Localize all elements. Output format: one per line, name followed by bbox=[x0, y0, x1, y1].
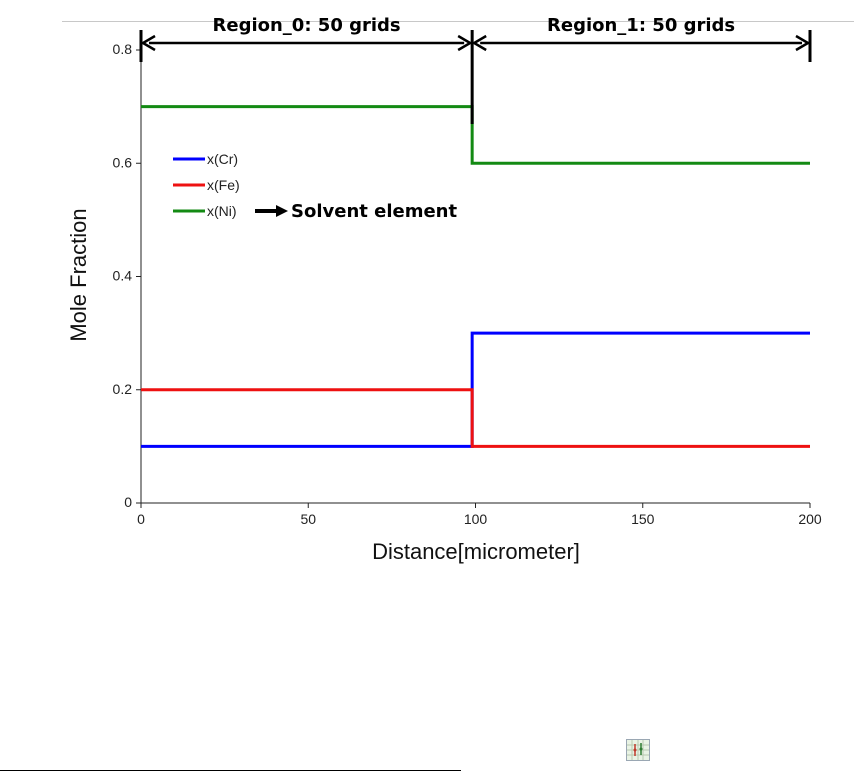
x-tick-label: 150 bbox=[631, 511, 655, 527]
x-tick-label: 200 bbox=[798, 511, 822, 527]
legend-label-2: x(Ni) bbox=[207, 203, 237, 219]
header-rule bbox=[62, 21, 854, 22]
series-lines bbox=[141, 105, 810, 448]
grid-chart-icon[interactable] bbox=[626, 739, 650, 761]
y-tick-label: 0.4 bbox=[113, 268, 133, 284]
y-tick-label: 0.8 bbox=[113, 41, 133, 57]
legend-label-0: x(Cr) bbox=[207, 151, 238, 167]
series-line-2 bbox=[141, 105, 810, 165]
y-axis-title: Mole Fraction bbox=[66, 208, 91, 341]
region-label-1: Region_1: 50 grids bbox=[547, 15, 735, 36]
footnote-rule bbox=[0, 770, 461, 771]
axes: 0 50 100 150 200 0 0.2 0.4 0.6 0.8 bbox=[113, 41, 822, 527]
x-tick-label: 100 bbox=[464, 511, 488, 527]
region-arrowhead-left bbox=[140, 34, 156, 52]
y-tick-label: 0.2 bbox=[113, 381, 133, 397]
series-line-1 bbox=[141, 388, 810, 448]
x-tick-label: 0 bbox=[137, 511, 145, 527]
x-tick-label: 50 bbox=[300, 511, 316, 527]
region-label-0: Region_0: 50 grids bbox=[213, 15, 401, 36]
region-arrowhead-right bbox=[795, 34, 811, 52]
region-arrowhead-right bbox=[457, 34, 473, 52]
legend-label-1: x(Fe) bbox=[207, 177, 240, 193]
mole-fraction-chart: 0 50 100 150 200 0 0.2 0.4 0.6 0.8 Region_0: 50 g… bbox=[66, 15, 822, 564]
y-tick-label: 0.6 bbox=[113, 154, 133, 170]
annotation-arrowhead bbox=[276, 205, 288, 217]
y-tick-label: 0 bbox=[124, 494, 132, 510]
region-markers: Region_0: 50 grids Region_1: 50 grids bbox=[139, 15, 812, 124]
x-axis-title: Distance[micrometer] bbox=[372, 539, 580, 564]
annotation-label: Solvent element bbox=[291, 201, 457, 222]
region-arrowhead-left bbox=[471, 34, 487, 52]
legend: x(Cr) x(Fe) x(Ni) Solvent element bbox=[173, 151, 457, 222]
